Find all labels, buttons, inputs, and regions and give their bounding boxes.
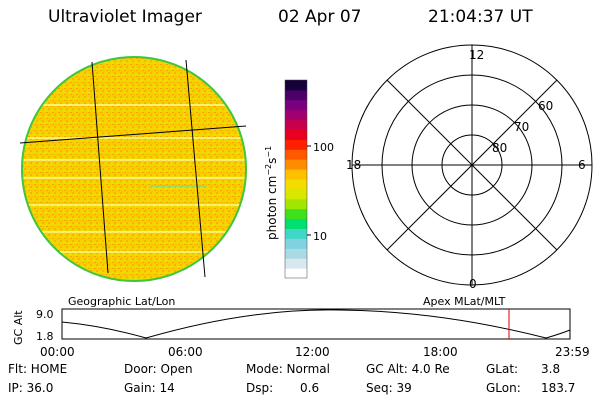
- lat-label-80: 80: [492, 141, 507, 155]
- color-bar-tick-100: 100: [313, 141, 334, 154]
- instrument-title: Ultraviolet Imager: [48, 7, 202, 27]
- color-bar-segment: [285, 80, 307, 91]
- apex-label: Apex MLat/MLT: [423, 295, 506, 308]
- info-gain: Gain: 14: [124, 381, 175, 395]
- color-bar-segment: [285, 89, 307, 101]
- altitude-xtick-4: 23:59: [555, 345, 590, 359]
- earth-limb: [21, 56, 247, 282]
- color-bar-segment: [285, 268, 307, 279]
- info-dsp-label: Dsp:: [246, 381, 274, 395]
- color-bar-segment: [285, 159, 307, 170]
- lat-label-70: 70: [514, 120, 529, 134]
- info-flt: Flt: HOME: [8, 362, 68, 376]
- color-bar-segment: [285, 188, 307, 200]
- info-seq: Seq: 39: [366, 381, 412, 395]
- info-door: Door: Open: [124, 362, 193, 376]
- color-bar-segment: [285, 179, 307, 190]
- altitude-xtick-1: 06:00: [168, 345, 203, 359]
- info-mode: Mode: Normal: [246, 362, 330, 376]
- info-glat-value: 3.8: [541, 362, 561, 376]
- color-bar-segment: [285, 238, 307, 249]
- color-bar: [285, 80, 307, 279]
- color-bar-segment: [285, 248, 307, 259]
- color-bar-frame: [284, 79, 308, 279]
- color-bar-segment: [285, 129, 307, 140]
- color-bar-unit-label: photon cm−2s−1: [264, 146, 279, 240]
- color-bar-segment: [285, 99, 307, 111]
- geographic-grid: [19, 59, 247, 278]
- altitude-xtick-0: 00:00: [40, 345, 75, 359]
- altitude-xtick-2: 12:00: [295, 345, 330, 359]
- altitude-xtick-3: 18:00: [423, 345, 458, 359]
- mlt-label-0: 0: [469, 277, 477, 291]
- lat-label-60: 60: [538, 99, 553, 113]
- color-bar-segment: [285, 218, 307, 229]
- altitude-ytick-top: 9.0: [36, 308, 54, 321]
- color-bar-tick-10: 10: [313, 230, 327, 243]
- altitude-curve: [61, 309, 571, 339]
- altitude-ylabel: GC Alt: [12, 310, 25, 345]
- color-bar-segment: [285, 208, 307, 220]
- info-glon-label: GLon:: [486, 381, 521, 395]
- mlt-label-18: 18: [346, 158, 361, 172]
- altitude-plot-frame: [61, 308, 571, 340]
- altitude-ytick-bottom: 1.8: [36, 330, 54, 343]
- info-glon-value: 183.7: [541, 381, 576, 395]
- mlt-label-12: 12: [469, 48, 484, 62]
- info-ip: IP: 36.0: [8, 381, 54, 395]
- color-bar-segment: [285, 198, 307, 210]
- earth-disk-image: [22, 57, 246, 281]
- mlt-label-6: 6: [578, 158, 586, 172]
- time-label: 21:04:37 UT: [428, 7, 533, 27]
- color-bar-segment: [285, 119, 307, 130]
- color-bar-segment: [285, 149, 307, 160]
- info-gc-alt: GC Alt: 4.0 Re: [366, 362, 450, 376]
- info-dsp-value: 0.6: [300, 381, 320, 395]
- date-label: 02 Apr 07: [278, 7, 362, 27]
- color-bar-segment: [285, 169, 307, 180]
- geographic-label: Geographic Lat/Lon: [68, 295, 175, 308]
- color-bar-segment: [285, 228, 307, 239]
- color-bar-segment: [285, 139, 307, 150]
- color-bar-segment: [285, 258, 307, 269]
- polar-plot: [351, 44, 593, 286]
- color-bar-segment: [285, 109, 307, 121]
- info-glat-label: GLat:: [486, 362, 519, 376]
